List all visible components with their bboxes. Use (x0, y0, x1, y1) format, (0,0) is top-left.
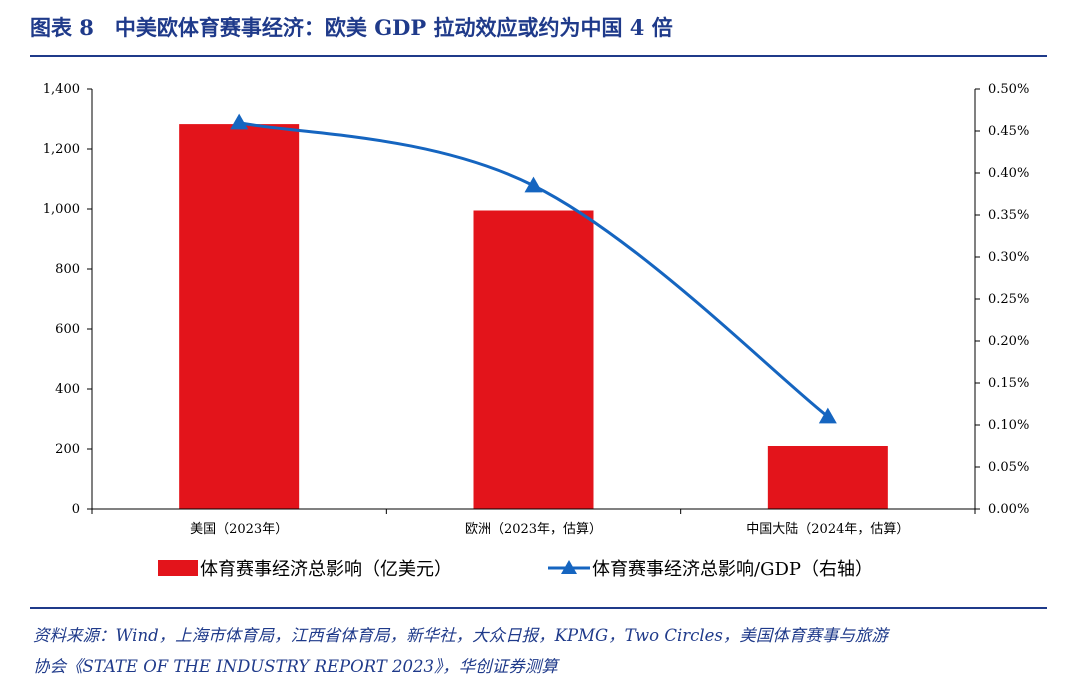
figure-title: 图表 8 中美欧体育赛事经济：欧美 GDP 拉动效应或约为中国 4 倍 (30, 15, 673, 40)
right-tick-label: 0.35% (988, 208, 1029, 223)
left-tick-label: 1,200 (43, 142, 80, 157)
left-tick-label: 400 (55, 382, 80, 397)
right-tick-label: 0.45% (988, 124, 1029, 139)
right-tick-label: 0.20% (988, 334, 1029, 349)
right-tick-label: 0.15% (988, 376, 1029, 391)
line-point (524, 176, 543, 193)
left-tick-label: 600 (55, 322, 80, 337)
right-tick-label: 0.05% (988, 460, 1029, 475)
bar (179, 124, 300, 509)
source-note: 资料来源：Wind，上海市体育局，江西省体育局，新华社，大众日报，KPMG，Tw… (33, 620, 1048, 682)
right-tick-label: 0.10% (988, 418, 1029, 433)
left-tick-label: 0 (72, 502, 80, 517)
bar (473, 210, 594, 509)
left-tick-label: 1,400 (43, 82, 80, 97)
x-tick-label: 欧洲（2023年，估算） (465, 522, 602, 537)
legend-bar-swatch (158, 560, 198, 576)
x-tick-label: 中国大陆（2024年，估算） (746, 521, 909, 537)
right-tick-label: 0.00% (988, 502, 1029, 517)
chart: 0 200 400 600 800 1,000 1,200 1,400 0.00% 0.05% 0.… (43, 82, 1030, 580)
right-tick-label: 0.50% (988, 82, 1029, 97)
legend-line-marker (561, 560, 577, 574)
line-point (230, 113, 249, 130)
legend-bar-label: 体育赛事经济总影响（亿美元） (200, 559, 452, 580)
source-line-2: 协会《STATE OF THE INDUSTRY REPORT 2023》，华创… (33, 657, 558, 676)
left-tick-label: 800 (55, 262, 80, 277)
left-tick-label: 1,000 (43, 202, 80, 217)
title-rule (30, 55, 1047, 57)
left-tick-label: 200 (55, 442, 80, 457)
x-tick-label: 美国（2023年） (190, 522, 288, 537)
right-tick-label: 0.40% (988, 166, 1029, 181)
source-rule (30, 607, 1047, 609)
legend-line-label: 体育赛事经济总影响/GDP（右轴） (592, 559, 873, 580)
right-tick-label: 0.30% (988, 250, 1029, 265)
right-tick-label: 0.25% (988, 292, 1029, 307)
source-line-1: 资料来源：Wind，上海市体育局，江西省体育局，新华社，大众日报，KPMG，Tw… (33, 626, 888, 645)
bar (767, 446, 888, 509)
line-point (818, 407, 837, 424)
